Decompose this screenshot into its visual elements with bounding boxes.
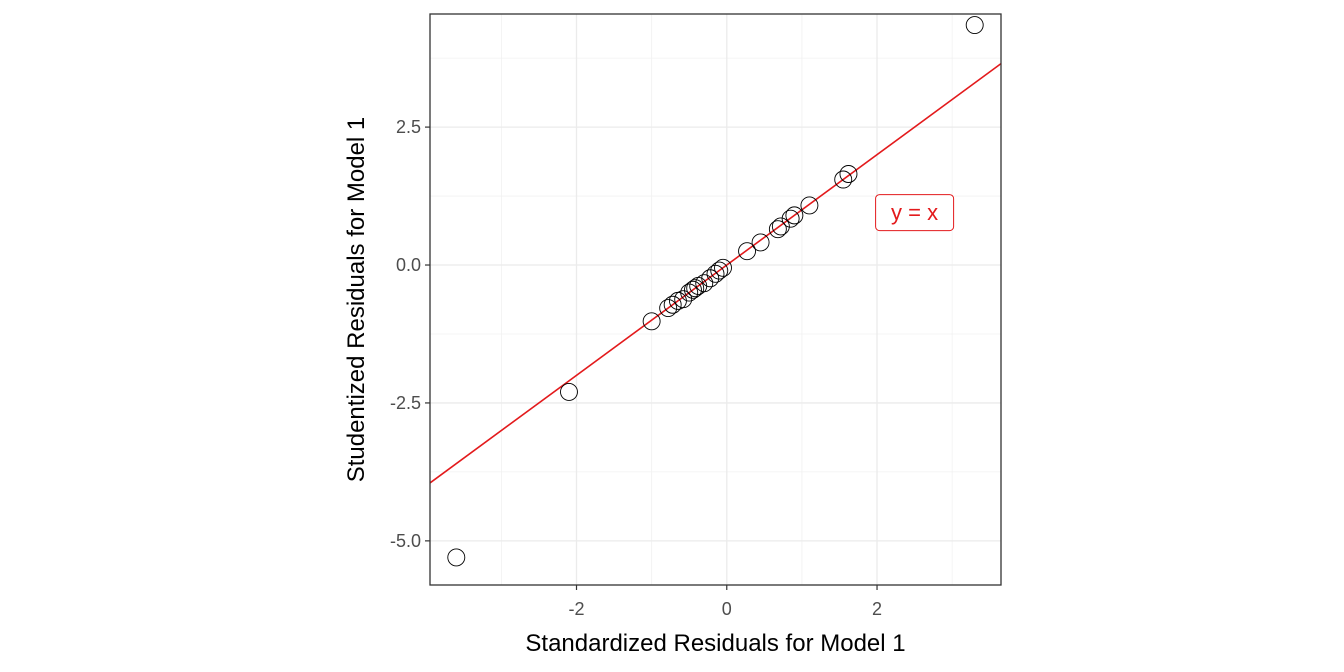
data-point	[701, 269, 720, 288]
data-point	[751, 233, 770, 252]
data-point	[674, 290, 693, 309]
y-tick-label: -2.5	[390, 393, 421, 413]
y-axis: -5.0 -2.5 0.0 2.5	[390, 117, 430, 551]
x-tick-label: -2	[568, 599, 584, 619]
data-point	[768, 220, 787, 239]
data-point	[695, 274, 714, 293]
data-point	[771, 217, 790, 236]
data-point	[659, 299, 678, 318]
data-point	[714, 258, 732, 277]
plot-background	[430, 14, 1001, 585]
y-tick-label: -5.0	[390, 531, 421, 551]
data-points	[447, 16, 984, 567]
y-axis-title: Studentized Residuals for Model 1	[343, 117, 370, 483]
data-point	[684, 280, 702, 299]
plot-border	[429, 13, 1002, 586]
reference-line-y-equals-x	[429, 63, 1002, 484]
annotation-label: y = x	[875, 194, 955, 232]
reference-line-group	[429, 63, 1002, 484]
data-point	[710, 261, 729, 280]
data-point	[686, 279, 705, 298]
annotation-box	[875, 194, 955, 232]
data-point	[785, 206, 804, 225]
annotation-text: y = x	[891, 200, 938, 225]
x-tick-label: 0	[722, 599, 732, 619]
minor-gridlines	[430, 14, 1001, 585]
data-point	[560, 382, 578, 401]
data-point	[706, 264, 725, 283]
data-point	[642, 312, 661, 331]
x-tick-label: 2	[872, 599, 882, 619]
data-point	[680, 283, 699, 302]
data-point	[834, 170, 853, 189]
data-point	[663, 295, 682, 314]
y-tick-label: 0.0	[396, 255, 421, 275]
data-point	[839, 165, 858, 183]
y-tick-label: 2.5	[396, 117, 421, 137]
data-point	[965, 16, 984, 34]
x-axis-title: Standardized Residuals for Model 1	[525, 630, 905, 657]
data-point	[738, 242, 757, 261]
data-point	[800, 196, 819, 215]
data-point	[781, 209, 800, 228]
data-point	[447, 548, 466, 567]
x-axis: -2 0 2	[568, 585, 882, 619]
